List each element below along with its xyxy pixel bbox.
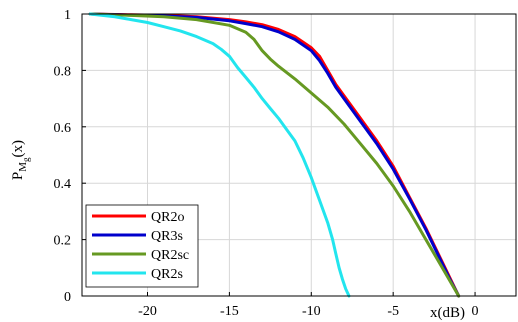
series-line-qr3s	[88, 12, 461, 298]
x-tick-label: -15	[220, 304, 239, 319]
plot-frame	[81, 13, 517, 297]
y-tick-label: 0.6	[54, 121, 72, 136]
series-line-qr2sc	[88, 12, 461, 298]
series-line-qr2s	[88, 12, 351, 298]
x-axis-label: x(dB)	[430, 305, 465, 321]
legend-label-3: QR2s	[151, 267, 183, 282]
series-group	[88, 12, 461, 298]
x-tick-label: -5	[387, 304, 399, 319]
y-tick-label: 1	[64, 8, 71, 23]
y-tick-label: 0.8	[54, 64, 72, 79]
y-axis-label-sub: M	[17, 162, 29, 172]
legend-label-0: QR2o	[151, 210, 184, 225]
legend: QR2o QR3s QR2sc QR2s	[85, 204, 199, 288]
y-tick-label: 0.4	[54, 177, 72, 192]
y-axis-label-arg: (x)	[10, 140, 26, 158]
legend-label-2: QR2sc	[151, 248, 189, 263]
legend-label-1: QR3s	[151, 229, 183, 244]
y-tick-label: 0.2	[54, 234, 72, 249]
y-axis-label-subsub: g	[21, 157, 31, 162]
y-axis-label-main: P	[10, 172, 26, 180]
x-tick-label: -20	[138, 304, 157, 319]
x-tick-label: 0	[472, 304, 479, 319]
y-tick-label: 0	[64, 290, 71, 305]
y-axis-label: PMg(x)	[10, 140, 31, 180]
ticks: -20 -15 -10 -5 0 0 0.2 0.4 0.6 0.8 1	[54, 8, 479, 319]
x-tick-label: -10	[302, 304, 321, 319]
